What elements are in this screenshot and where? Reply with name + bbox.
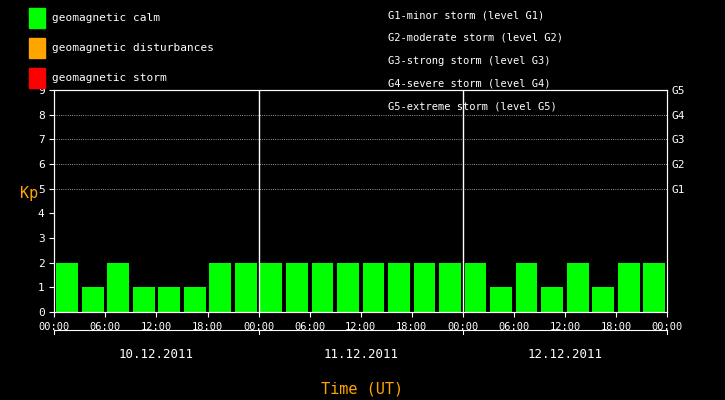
Bar — [260, 263, 282, 312]
Bar — [210, 263, 231, 312]
Bar — [618, 263, 639, 312]
Bar — [184, 287, 206, 312]
Text: 11.12.2011: 11.12.2011 — [323, 348, 398, 360]
Text: geomagnetic storm: geomagnetic storm — [52, 73, 167, 83]
Bar — [414, 263, 435, 312]
Text: 10.12.2011: 10.12.2011 — [119, 348, 194, 360]
Text: 12.12.2011: 12.12.2011 — [527, 348, 602, 360]
Bar — [542, 287, 563, 312]
Bar — [312, 263, 334, 312]
Bar — [107, 263, 129, 312]
Text: Time (UT): Time (UT) — [321, 381, 404, 396]
Y-axis label: Kp: Kp — [20, 186, 38, 201]
Text: geomagnetic disturbances: geomagnetic disturbances — [52, 43, 214, 53]
Bar — [515, 263, 537, 312]
Text: G3-strong storm (level G3): G3-strong storm (level G3) — [388, 56, 550, 66]
Bar — [57, 263, 78, 312]
Text: G2-moderate storm (level G2): G2-moderate storm (level G2) — [388, 33, 563, 43]
Bar — [235, 263, 257, 312]
Bar — [490, 287, 512, 312]
Bar — [388, 263, 410, 312]
Bar — [337, 263, 359, 312]
Bar — [158, 287, 180, 312]
Text: G4-severe storm (level G4): G4-severe storm (level G4) — [388, 78, 550, 88]
Bar — [362, 263, 384, 312]
Bar — [82, 287, 104, 312]
Bar — [133, 287, 154, 312]
Text: G5-extreme storm (level G5): G5-extreme storm (level G5) — [388, 101, 557, 111]
Text: geomagnetic calm: geomagnetic calm — [52, 13, 160, 23]
Bar — [567, 263, 589, 312]
Bar — [592, 287, 614, 312]
Bar — [643, 263, 665, 312]
Bar — [465, 263, 486, 312]
Bar — [286, 263, 307, 312]
Text: G1-minor storm (level G1): G1-minor storm (level G1) — [388, 10, 544, 20]
Bar — [439, 263, 461, 312]
